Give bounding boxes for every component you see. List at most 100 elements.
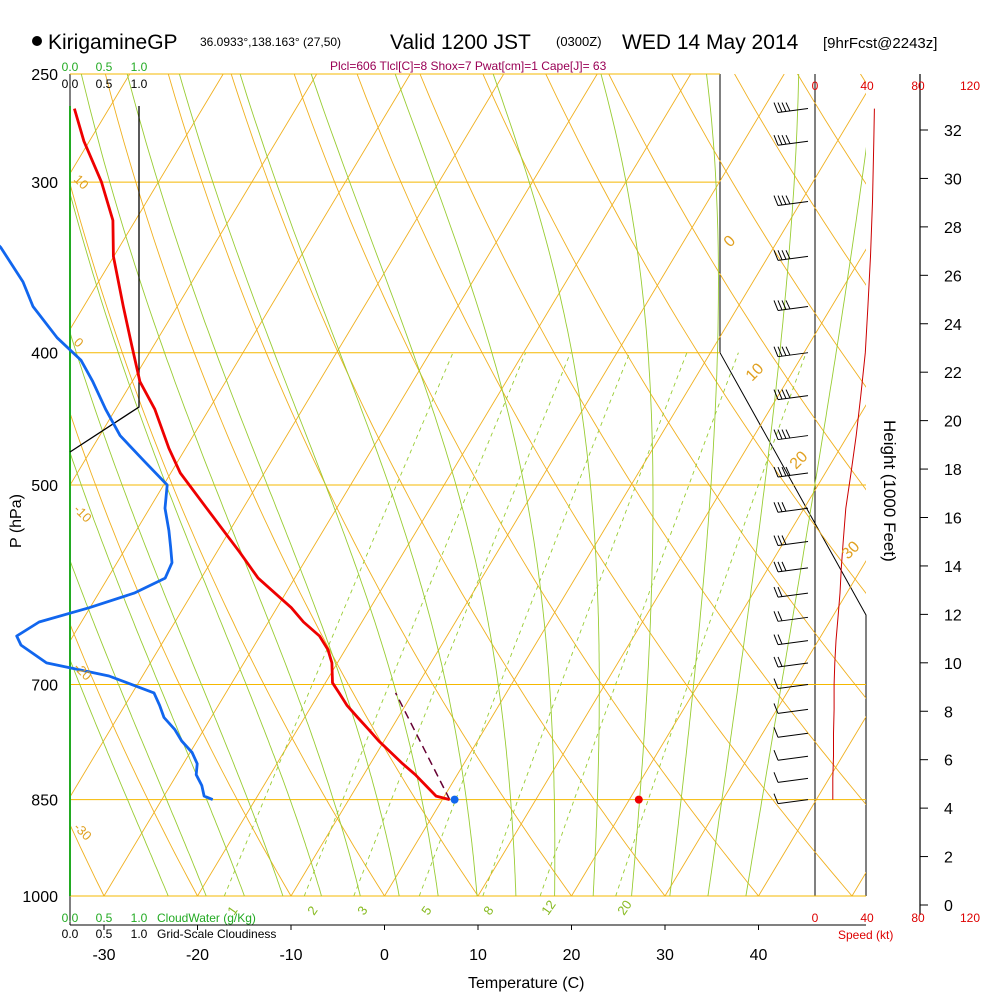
wind-barb-feather: [773, 634, 779, 645]
wind-barb-feather: [773, 656, 779, 668]
wind-barb-staff: [777, 255, 809, 261]
wind-barb: [773, 300, 809, 311]
wind-barb: [773, 586, 809, 598]
wind-barb-feather: [781, 195, 787, 205]
x-tick-label: 0: [380, 947, 389, 964]
dry-adiabat-grid: [70, 50, 1000, 925]
wind-barb-staff: [777, 435, 809, 441]
isotherm-line: [851, 871, 866, 896]
isotherm-label: 30: [839, 538, 864, 563]
mixing-ratio-line: [615, 352, 807, 896]
p-tick-label: 850: [31, 793, 58, 810]
wind-barb-feather: [777, 346, 783, 357]
wind-barb-panel: [773, 102, 809, 805]
dry-adiabat-line: [70, 182, 386, 896]
height-tick-label: 10: [944, 656, 962, 673]
wind-barb-feather: [785, 102, 791, 112]
wind-barb-feather: [781, 250, 787, 260]
wind-barb: [773, 502, 809, 513]
cloud-water-tick-top: 0.0: [62, 60, 79, 74]
wind-barb-staff: [777, 592, 809, 598]
wind-barb-feather: [773, 793, 779, 804]
wind-barb: [773, 678, 809, 690]
isotherm-line: [70, 74, 411, 642]
wind-barb-feather: [773, 300, 779, 311]
wind-barb-staff: [777, 507, 809, 513]
height-axis-title: Height (1000 Feet): [880, 420, 899, 562]
cloud-water-tick-bottom: 0.5: [96, 911, 113, 925]
height-tick-label: 32: [944, 123, 962, 140]
mixing-ratio-line: [223, 352, 454, 896]
isotherm-label: 20: [787, 448, 812, 473]
moist-adiabat-line: [70, 451, 245, 896]
wind-barb: [773, 346, 809, 358]
wind-barb: [773, 195, 809, 207]
dry-adiabat-line: [859, 74, 866, 84]
wind-barb: [773, 250, 809, 261]
speed-tick-top: 80: [911, 79, 925, 93]
cloudiness-tick-bottom: 0.5: [96, 927, 113, 941]
isotherm-line: [477, 248, 866, 896]
wind-barb-staff: [777, 662, 809, 668]
dry-adiabat-line: [545, 74, 866, 594]
wind-barb-feather: [781, 466, 787, 477]
wind-barb-feather: [781, 561, 787, 572]
wind-barb-feather: [773, 678, 779, 689]
cloud-water-tick-bottom: 1.0: [131, 911, 148, 925]
dry-adiabat-line: [970, 50, 1000, 925]
valid-date: WED 14 May 2014: [622, 31, 799, 54]
speed-axis-title: Speed (kt): [838, 928, 893, 942]
wind-barb-feather: [777, 250, 783, 261]
isotherm-line: [664, 560, 866, 896]
adiabat-label: 0: [71, 335, 87, 351]
dry-adiabat-line: [419, 74, 866, 806]
dewpoint-profile: [0, 244, 214, 801]
speed-tick-bottom: 0: [812, 911, 819, 925]
moist-adiabat-line: [80, 74, 361, 896]
x-tick-label: 40: [750, 947, 768, 964]
wind-barb-feather: [777, 195, 783, 206]
wind-barb-feather: [785, 134, 791, 144]
wind-barb-feather: [777, 466, 783, 477]
cloud-water-label: CloudWater (g/Kg): [157, 911, 256, 925]
speed-tick-top: 0: [812, 79, 819, 93]
adiabat-label: -10: [71, 502, 95, 526]
wind-barb-feather: [773, 703, 779, 714]
wind-barb: [773, 134, 809, 146]
cloudiness-tick-top: 1.0: [131, 77, 148, 91]
speed-tick-top: 120: [960, 79, 980, 93]
wind-barb-feather: [773, 502, 779, 513]
wind-barb-staff: [777, 305, 809, 311]
wind-barb-staff: [777, 732, 809, 738]
wind-barb-feather: [773, 429, 779, 440]
wind-barb-feather: [777, 611, 783, 622]
mixing-ratio-line: [482, 352, 688, 896]
height-tick-label: 0: [944, 898, 953, 915]
wind-barb-feather: [785, 195, 791, 205]
wind-barb: [773, 634, 809, 646]
speed-tick-bottom: 40: [860, 911, 874, 925]
wind-barb: [773, 727, 809, 738]
wind-barb-staff: [777, 108, 809, 114]
wind-barb-staff: [777, 616, 809, 622]
wind-barb-feather: [781, 102, 787, 112]
moist-adiabat-line: [492, 74, 600, 896]
wind-barb-feather: [777, 300, 783, 311]
station-dot-icon: [32, 36, 42, 46]
mixing-ratio-line: [353, 352, 571, 896]
height-tick-label: 4: [944, 801, 953, 818]
wind-barb-staff: [777, 567, 809, 573]
dry-adiabat-line: [70, 823, 105, 896]
wind-barb-feather: [785, 346, 791, 356]
wind-barb: [773, 611, 809, 622]
p-tick-label: 500: [31, 478, 58, 495]
isotherm-line: [290, 74, 785, 896]
surface-temperature-dot: [634, 795, 643, 804]
wind-barb-staff: [777, 395, 809, 401]
wind-barb-feather: [773, 135, 779, 146]
moist-adiabat-line: [600, 74, 654, 896]
wind-barb-staff: [777, 472, 809, 478]
wind-barb-feather: [773, 772, 779, 783]
x-tick-label: 30: [656, 947, 674, 964]
cloud-water-tick-top: 1.0: [131, 60, 148, 74]
